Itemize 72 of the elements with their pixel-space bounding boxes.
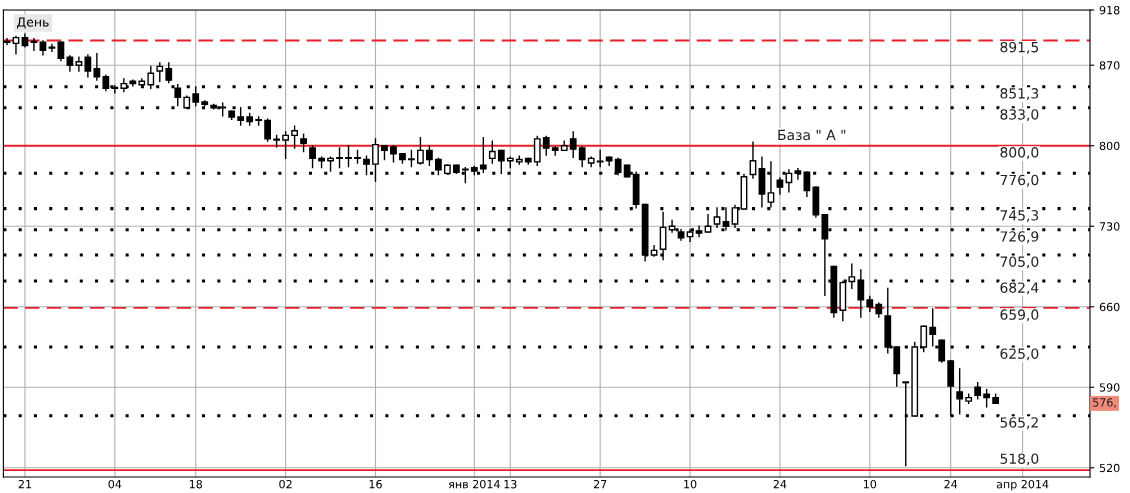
- ref-line-label: 776,0: [1000, 174, 1039, 187]
- ref-line-label: 891,5: [1000, 41, 1039, 54]
- candlestick: [147, 65, 155, 89]
- candlestick: [30, 38, 38, 51]
- y-tick-label: 590: [1099, 383, 1120, 392]
- y-tick-label: 800: [1099, 141, 1120, 151]
- ref-line-label: 833,0: [1000, 109, 1039, 122]
- candlestick: [48, 43, 56, 53]
- candlestick: [417, 136, 424, 165]
- candlestick: [929, 308, 937, 347]
- candlestick: [426, 145, 433, 166]
- candlestick: [165, 62, 173, 84]
- candlestick: [695, 225, 703, 238]
- ref-line-label: 682,4: [1000, 282, 1039, 295]
- x-tick-label: 02: [279, 479, 292, 489]
- candlestick: [533, 135, 541, 166]
- candlestick: [192, 86, 200, 107]
- candlestick: [803, 171, 811, 198]
- x-tick-label: 21: [18, 479, 31, 489]
- x-tick-label: 24: [773, 479, 787, 489]
- x-tick-label: 04: [108, 479, 122, 489]
- candlestick: [542, 135, 550, 156]
- candlestick: [156, 62, 164, 83]
- annotation: База " А ": [778, 129, 846, 141]
- candlestick: [479, 136, 487, 173]
- candlestick: [704, 214, 712, 233]
- x-tick-label: 10: [863, 479, 877, 489]
- ref-line-label: 800,0: [1000, 147, 1039, 160]
- candlestick: [497, 149, 505, 175]
- x-tick-label: 18: [189, 479, 203, 489]
- candlestick: [12, 35, 20, 55]
- candlestick: [372, 138, 379, 183]
- candlestick: [488, 140, 496, 164]
- x-tick-label: янв 2014: [448, 479, 500, 489]
- ref-line-label: 851,3: [1000, 88, 1039, 101]
- y-tick-label: 730: [1099, 222, 1120, 231]
- candlestick: [713, 207, 721, 229]
- candlestick: [569, 131, 577, 158]
- ref-line-label: 659,0: [1000, 309, 1039, 322]
- ref-line-label: 565,2: [1000, 417, 1038, 430]
- ref-line-label: 726,9: [1000, 231, 1039, 244]
- candlestick: [336, 147, 343, 169]
- x-tick-label: 13: [504, 479, 517, 489]
- candlestick: [345, 145, 352, 168]
- candlestick: [75, 56, 83, 72]
- ref-line-label: 518,0: [1000, 453, 1039, 466]
- ref-line-label: 625,0: [1000, 348, 1039, 361]
- x-tick-label: апр 2014: [996, 479, 1049, 491]
- y-tick-label: 660: [1099, 302, 1120, 312]
- x-tick-label: 27: [593, 479, 607, 489]
- candlestick: [363, 155, 370, 176]
- candlestick: [291, 125, 298, 149]
- y-tick-label: 520: [1099, 463, 1120, 473]
- candlestick: [84, 54, 92, 78]
- candlestick: [309, 145, 316, 169]
- text: День: [17, 17, 49, 29]
- y-tick-label: 870: [1099, 61, 1120, 70]
- candlestick: [129, 79, 137, 87]
- ref-line-label: 745,3: [1000, 210, 1039, 222]
- candlestick: [956, 368, 964, 415]
- candlestick: [605, 156, 613, 166]
- ref-line-label: 705,0: [1000, 256, 1039, 269]
- candlestick: [282, 131, 289, 160]
- x-tick-label: 16: [369, 479, 382, 489]
- x-tick-label: 24: [944, 479, 958, 489]
- candlestick: [93, 53, 101, 81]
- y-tick-label: 918: [1099, 5, 1120, 15]
- x-tick-label: 10: [684, 479, 697, 489]
- candlestick: [578, 146, 586, 168]
- annotation: 576,: [1093, 398, 1116, 408]
- candlestick: [596, 149, 604, 168]
- candlestick: [264, 118, 272, 142]
